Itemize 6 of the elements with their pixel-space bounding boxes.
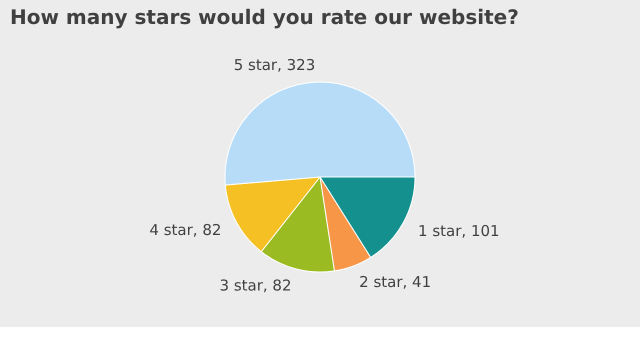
slice-label: 5 star, 323 bbox=[234, 56, 316, 74]
slice-label: 2 star, 41 bbox=[359, 272, 432, 291]
slice-label: 4 star, 82 bbox=[149, 221, 222, 240]
chart-title: How many stars would you rate our website? bbox=[10, 5, 519, 29]
slice-label: 3 star, 82 bbox=[220, 276, 292, 294]
slice-label: 1 star, 101 bbox=[418, 222, 500, 240]
